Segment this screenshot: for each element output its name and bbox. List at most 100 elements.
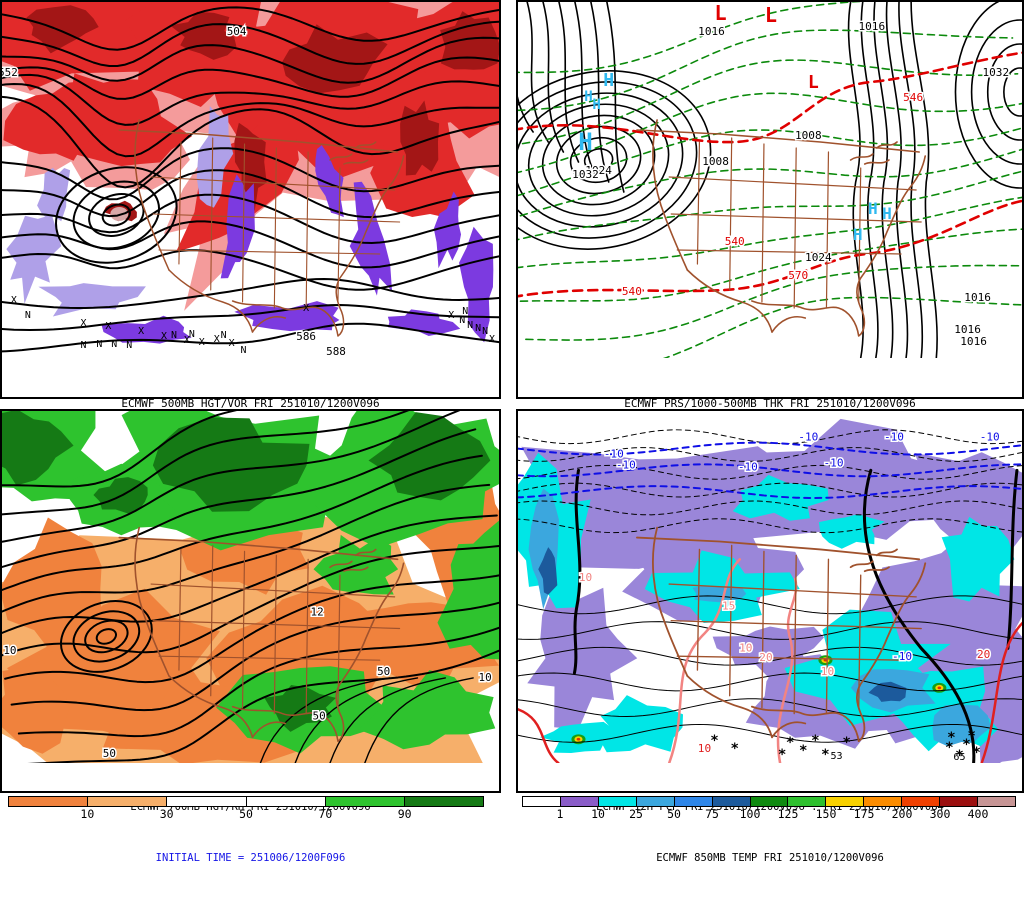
low-symbol: L <box>765 3 777 27</box>
colorbar-tick-label: 300 <box>929 807 951 821</box>
rh-colorbar: 10 30 50 70 90 <box>8 796 484 821</box>
map-500mb-hgt-vor-canvas: 504552586588XXXXXXXXXXXXNNNNNNNNNNNNNN <box>2 2 499 358</box>
thickness-label: 570 <box>788 269 808 282</box>
colorbar-tick-label: 1 <box>556 807 564 821</box>
thickness-label: 546 <box>903 91 923 104</box>
rh-contour-label: 50 <box>103 747 116 760</box>
colorbar-segment <box>863 797 902 806</box>
colorbar-segment <box>166 797 246 806</box>
vort-min-mark: N <box>462 306 468 317</box>
map-prs-thk-canvas: 1016 101610081008102410241032101610161016… <box>518 2 1022 358</box>
low-symbol: L <box>715 2 727 25</box>
high-symbol: H <box>603 70 614 91</box>
asterisk-mark: * <box>710 733 719 749</box>
colorbar-tick-label: 150 <box>815 807 837 821</box>
colorbar-segment <box>673 797 712 806</box>
colorbar-segment <box>787 797 826 806</box>
temp-label-pos: 10 <box>821 665 834 678</box>
height-contour-label: 586 <box>296 330 316 343</box>
caption-model-field-1: ECMWF 500MB HGT/VOR FRI 251010/1200V096 <box>121 397 380 410</box>
temp-label-neg: -10 <box>884 431 904 444</box>
rh-contour-label: 10 <box>3 644 16 657</box>
colorbar-segment <box>403 797 484 806</box>
pcp-colorbar: 1 10 25 50 75 100 125 150 175 200 300 400 <box>522 796 1016 821</box>
vort-min-mark: N <box>241 345 247 356</box>
caption-model-field-2: ECMWF PRS/1000-500MB THK FRI 251010/1200… <box>624 397 916 410</box>
temp-label-neg: -10 <box>980 431 1000 444</box>
colorbar-segment <box>523 797 560 806</box>
colorbar-tick-label: 10 <box>591 807 605 821</box>
height-contour-label: 504 <box>227 25 247 38</box>
high-symbol: H <box>853 225 863 244</box>
colorbar-tick-label: 10 <box>80 807 95 821</box>
pressure-label: 1032 <box>982 66 1009 79</box>
colorbar-tick-label: 70 <box>318 807 333 821</box>
vort-max-mark: X <box>138 326 144 337</box>
map-700mb-hgt-rh-canvas: 12 50 50 50 10 10 <box>2 411 499 763</box>
colorbar-segment <box>711 797 750 806</box>
colorbar-tick-label: 400 <box>967 807 989 821</box>
vort-min-mark: N <box>25 310 31 321</box>
colorbar-tick-label: 90 <box>397 807 412 821</box>
vort-min-mark: N <box>96 339 102 350</box>
thickness-label: 540 <box>725 235 745 248</box>
high-value-label: 1032 <box>572 168 599 181</box>
colorbar-tick-label: 75 <box>705 807 719 821</box>
vort-min-mark: N <box>459 315 465 326</box>
temp-label-neg: -10 <box>892 650 912 663</box>
vort-max-mark: X <box>229 338 235 349</box>
temp-label-pos: 20 <box>759 651 772 664</box>
colorbar-segment <box>559 797 598 806</box>
vort-max-mark: X <box>448 310 454 321</box>
vort-min-mark: N <box>475 323 481 334</box>
rh-colorbar-segments <box>8 796 484 807</box>
vort-min-mark: N <box>189 329 195 340</box>
vort-max-mark: X <box>489 334 495 345</box>
colorbar-segment <box>245 797 325 806</box>
pressure-label: 1008 <box>795 129 822 142</box>
vort-min-mark: N <box>81 340 87 351</box>
caption-initial-time-3: INITIAL TIME = 251006/1200F096 <box>155 852 346 864</box>
thickness-label: 540 <box>622 285 642 298</box>
high-symbol: H <box>592 97 601 113</box>
height-contour-label: 588 <box>326 345 346 358</box>
asterisk-mark: * <box>962 737 971 753</box>
vort-max-mark: X <box>161 331 167 342</box>
rh-contour-label: 10 <box>479 671 492 684</box>
high-symbol: H <box>578 128 593 156</box>
colorbar-tick-label: 50 <box>667 807 681 821</box>
asterisk-mark: * <box>972 745 981 761</box>
vort-min-mark: N <box>126 340 132 351</box>
pressure-label: 1024 <box>585 164 612 177</box>
colorbar-segment <box>324 797 404 806</box>
vort-max-mark: X <box>11 295 17 306</box>
colorbar-segment <box>901 797 940 806</box>
colorbar-tick-label: 25 <box>629 807 643 821</box>
panel-prs-thk: 1016 1016 1008 1008 1024 1024 1032 1016 1016 1016… <box>516 0 1024 463</box>
vort-min-mark: N <box>171 330 177 341</box>
pressure-label: 1024 <box>805 251 832 264</box>
temp-label-neg: -10 <box>738 460 758 473</box>
temp-label-neg: -10 <box>798 431 818 444</box>
caption-model-field-4b: ECMWF 850MB TEMP FRI 251010/1200V096 <box>656 852 884 864</box>
asterisk-mark: * <box>947 730 956 746</box>
asterisk-mark: * <box>811 733 820 749</box>
colorbar-segment <box>597 797 636 806</box>
temp-label-pos: 15 <box>722 600 735 613</box>
high-symbol: H <box>868 199 878 218</box>
high-symbol: H <box>584 89 593 105</box>
pressure-label: 1008 <box>702 155 729 168</box>
panel-pcp-850temp: -10 -10 -10 -10 -10 -10 -10 -10 15 10 20 10 10 10 20 53… <box>516 409 1024 864</box>
asterisk-mark: * <box>945 740 954 756</box>
pressure-label: 1016 <box>698 25 725 38</box>
height-contour-label: 552 <box>2 66 18 79</box>
asterisk-mark: * <box>967 728 976 744</box>
vort-min-mark: N <box>482 326 488 337</box>
panel-700mb-hgt-rh: 12 50 50 50 10 10 ECMWF 700MB HGT/RH FRI 2510… <box>0 409 501 864</box>
mapbox-700mb: 12 50 50 50 10 10 ECMWF 700MB HGT/RH FRI 2510… <box>0 409 501 864</box>
pressure-label: 1016 <box>960 335 987 348</box>
colorbar-tick-label: 50 <box>239 807 253 821</box>
asterisk-mark: * <box>842 735 851 751</box>
caption-700mb: ECMWF 700MB HGT/RH FRI 251010/1200V096 I… <box>2 763 499 903</box>
map-number: 53 <box>830 751 842 762</box>
